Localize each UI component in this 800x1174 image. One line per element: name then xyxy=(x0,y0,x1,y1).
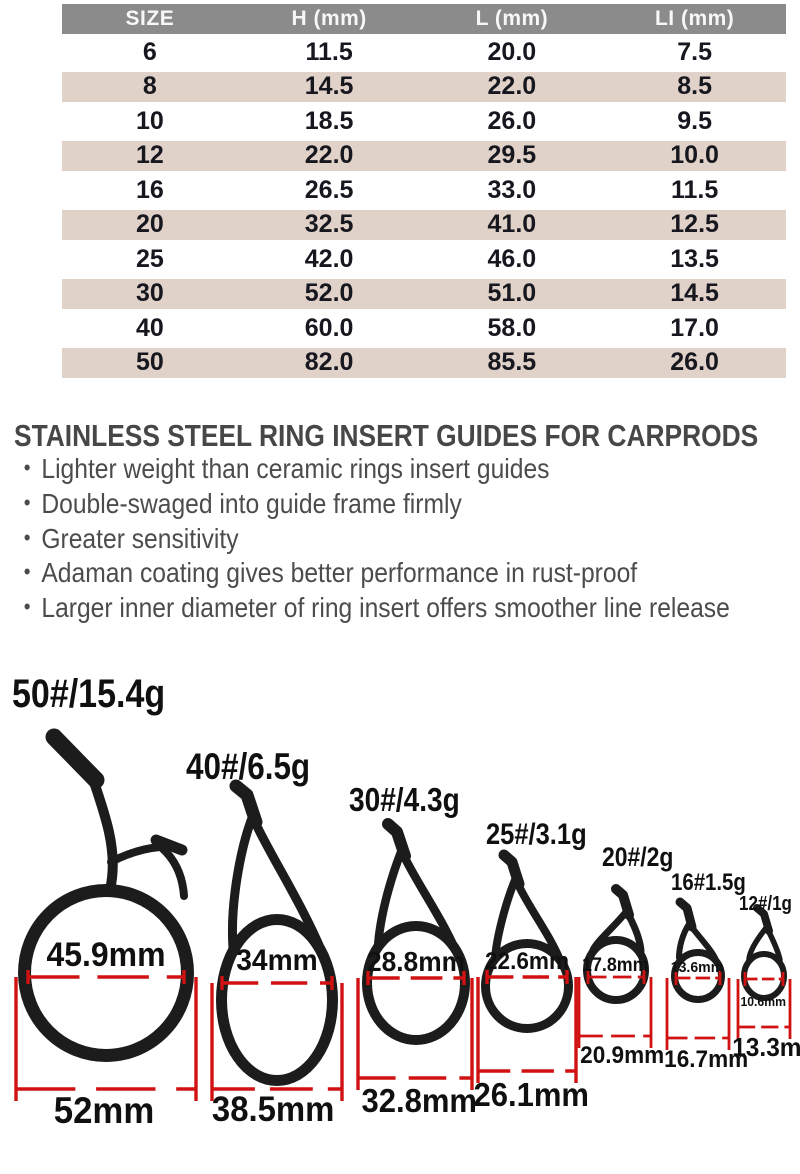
size-table-head: SIZE H (mm) L (mm) LI (mm) xyxy=(62,4,786,37)
guide-size-label: 16#1.5g xyxy=(671,869,746,896)
outer-width-label: 38.5mm xyxy=(211,1090,335,1129)
col-header-h-mm: H (mm) xyxy=(237,4,421,37)
table-cell: 18.5 xyxy=(237,104,421,141)
col-header-l-mm: L (mm) xyxy=(420,4,604,37)
inner-diameter-label: 28.8mm xyxy=(366,946,466,977)
col-header-size: SIZE xyxy=(62,4,238,37)
table-cell: 10 xyxy=(62,104,238,141)
table-row: 12 22.0 29.5 10.0 xyxy=(62,138,786,175)
size-table: SIZE H (mm) L (mm) LI (mm) 6 11.5 20.0 7.5 8… xyxy=(62,4,786,382)
table-row: 25 42.0 46.0 13.5 xyxy=(62,242,786,279)
table-cell: 29.5 xyxy=(420,138,604,175)
table-cell: 22.0 xyxy=(420,69,604,106)
outer-width-label: 26.1mm xyxy=(473,1076,590,1113)
table-row: 30 52.0 51.0 14.5 xyxy=(62,276,786,313)
table-row: 50 82.0 85.5 26.0 xyxy=(62,345,786,382)
table-cell: 26.0 xyxy=(420,104,604,141)
table-cell: 25 xyxy=(62,242,238,279)
table-cell: 11.5 xyxy=(603,173,786,210)
table-cell: 8.5 xyxy=(603,69,786,106)
table-cell: 14.5 xyxy=(237,69,421,106)
table-cell: 60.0 xyxy=(237,311,421,348)
table-cell: 40 xyxy=(62,311,238,348)
feature-item: Adaman coating gives better performance … xyxy=(22,555,730,591)
col-header-li-mm: LI (mm) xyxy=(603,4,786,37)
table-cell: 10.0 xyxy=(603,138,786,175)
size-table-body: 6 11.5 20.0 7.5 8 14.5 22.0 8.5 10 18.5 26.0 9.5 12 2… xyxy=(62,35,786,382)
table-cell: 11.5 xyxy=(237,35,421,72)
feature-item: Greater sensitivity xyxy=(22,521,730,557)
table-cell: 12 xyxy=(62,138,238,175)
table-row: 8 14.5 22.0 8.5 xyxy=(62,69,786,106)
section-title: STAINLESS STEEL RING INSERT GUIDES FOR C… xyxy=(14,418,759,453)
table-cell: 16 xyxy=(62,173,238,210)
feature-item: Double-swaged into guide frame firmly xyxy=(22,486,730,522)
table-cell: 26.0 xyxy=(603,345,786,382)
inner-diameter-label: 45.9mm xyxy=(46,936,166,974)
guide-size-label: 30#/4.3g xyxy=(349,781,460,818)
feature-list: Lighter weight than ceramic rings insert… xyxy=(22,451,800,626)
table-cell: 8 xyxy=(62,69,238,106)
guide-size-label: 20#/2g xyxy=(602,842,674,872)
table-cell: 85.5 xyxy=(420,345,604,382)
table-cell: 58.0 xyxy=(420,311,604,348)
table-cell: 6 xyxy=(62,35,238,72)
table-cell: 41.0 xyxy=(420,207,604,244)
table-cell: 50 xyxy=(62,345,238,382)
table-cell: 22.0 xyxy=(237,138,421,175)
inner-diameter-label: 10.6mm xyxy=(740,994,786,1009)
table-header-row: SIZE H (mm) L (mm) LI (mm) xyxy=(62,4,786,37)
inner-diameter-label: 13.6mm xyxy=(670,959,724,976)
table-row: 20 32.5 41.0 12.5 xyxy=(62,207,786,244)
table-row: 10 18.5 26.0 9.5 xyxy=(62,104,786,141)
table-cell: 30 xyxy=(62,276,238,313)
table-cell: 12.5 xyxy=(603,207,786,244)
inner-diameter-label: 22.6mm xyxy=(484,948,570,975)
table-cell: 20 xyxy=(62,207,238,244)
inner-diameter-label: 34mm xyxy=(236,944,318,977)
guide-size-label: 12#/1g xyxy=(739,893,792,915)
inner-diameter-label: 17.8mm xyxy=(582,955,649,976)
outer-width-label: 32.8mm xyxy=(361,1082,478,1119)
guide-size-label: 40#/6.5g xyxy=(186,746,311,787)
table-cell: 33.0 xyxy=(420,173,604,210)
outer-width-label: 16.7mm xyxy=(664,1046,749,1073)
table-row: 6 11.5 20.0 7.5 xyxy=(62,35,786,72)
table-cell: 82.0 xyxy=(237,345,421,382)
table-row: 16 26.5 33.0 11.5 xyxy=(62,173,786,210)
table-cell: 52.0 xyxy=(237,276,421,313)
table-cell: 42.0 xyxy=(237,242,421,279)
table-cell: 14.5 xyxy=(603,276,786,313)
guide-size-label: 50#/15.4g xyxy=(12,672,166,716)
outer-width-label: 52mm xyxy=(53,1090,155,1131)
table-cell: 17.0 xyxy=(603,311,786,348)
outer-width-label: 13.3mm xyxy=(732,1032,800,1062)
table-cell: 46.0 xyxy=(420,242,604,279)
guide-size-label: 25#/3.1g xyxy=(486,818,587,851)
table-cell: 51.0 xyxy=(420,276,604,313)
feature-item: Larger inner diameter of ring insert off… xyxy=(22,590,730,626)
table-cell: 20.0 xyxy=(420,35,604,72)
table-cell: 9.5 xyxy=(603,104,786,141)
table-cell: 7.5 xyxy=(603,35,786,72)
table-cell: 13.5 xyxy=(603,242,786,279)
table-cell: 26.5 xyxy=(237,173,421,210)
table-row: 40 60.0 58.0 17.0 xyxy=(62,311,786,348)
table-cell: 32.5 xyxy=(237,207,421,244)
feature-item: Lighter weight than ceramic rings insert… xyxy=(22,451,730,487)
outer-width-label: 20.9mm xyxy=(580,1042,665,1069)
